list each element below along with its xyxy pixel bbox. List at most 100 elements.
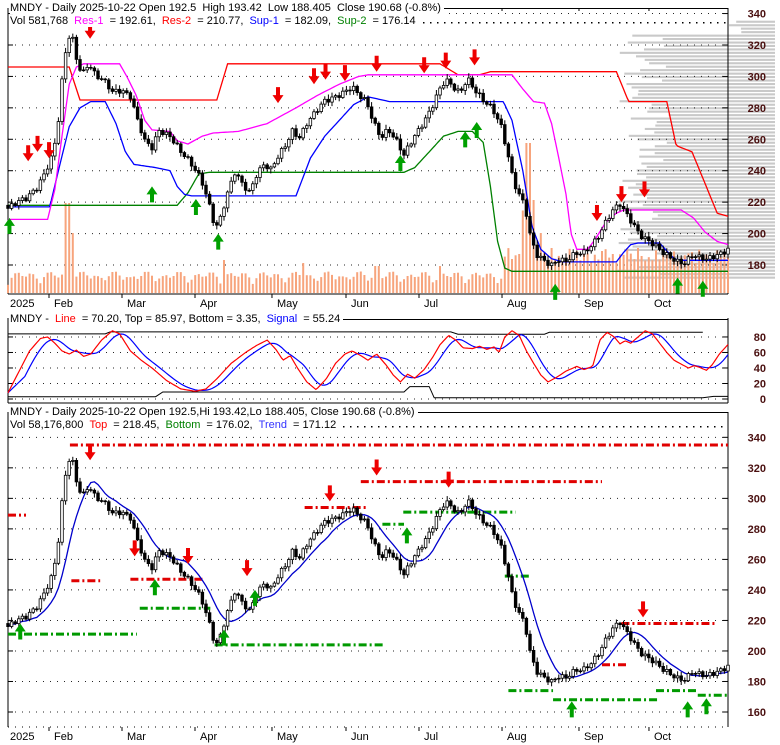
legend-segment: = 171.12 [290,419,340,431]
x-axis-month-label: Apr [200,298,217,310]
sell-signal-arrow-icon [418,57,430,74]
oscillator-panel-legend: MNDY - Line = 70.20, Top = 85.97, Bottom… [10,313,728,325]
sell-signal-arrow-icon [84,22,96,39]
sell-signal-arrow-icon [182,547,194,564]
y-axis-label: 20 [754,378,766,390]
buy-signal-arrow-icon [249,589,261,606]
buy-signal-arrow-icon [218,629,230,646]
buy-signal-arrow-icon [700,698,712,715]
x-axis-month-label: Jul [424,298,438,310]
y-axis-label: 160 [748,707,766,719]
legend-segment: Sup-1 [249,15,282,27]
y-axis-label: 200 [748,646,766,658]
buy-signal-arrow-icon [459,131,471,148]
legend-segment: Vol 581,768 [10,15,75,27]
sell-signal-arrow-icon [324,485,336,502]
x-axis-month-label: May [277,298,298,310]
y-axis-label: 300 [748,493,766,505]
legend-segment: Line [54,313,79,325]
y-axis-label: 80 [754,332,766,344]
x-axis-month-label: Oct [654,298,671,310]
volume-bars [7,143,729,294]
price-panel-title-row: MNDY - Daily 2025-10-22 Open 192.5 High … [10,2,728,14]
y-axis-label: 200 [748,229,766,241]
y-axis-label: 260 [748,134,766,146]
buy-signal-arrow-icon [149,579,161,596]
legend-segment: Top [89,419,111,431]
x-axis-month-label: Mar [127,731,146,743]
sell-signal-arrow-icon [637,601,649,618]
buy-signal-arrow-icon [471,121,483,138]
buy-signal-arrow-icon [3,217,15,234]
legend-leader [422,15,728,27]
lower-panel-legend: Vol 58,176,800 Top = 218.45, Bottom = 17… [10,419,728,431]
buy-signal-arrow-icon [14,623,26,640]
legend-segment: Res-2 [161,15,195,27]
y-axis-label: 340 [748,9,766,21]
x-axis-month-label: Jul [424,731,438,743]
buy-signal-arrow-icon [672,277,684,294]
sell-signal-arrow-icon [638,181,650,198]
buy-signal-arrow-icon [146,186,158,203]
sell-signal-arrow-icon [22,145,34,162]
buy-signal-arrow-icon [549,283,561,300]
legend-segment: = 210.77, [194,15,250,27]
buy-signal-arrow-icon [566,701,578,718]
legend-segment: Signal [266,313,301,325]
legend-segment: MNDY - [10,313,55,325]
buy-signal-arrow-icon [212,233,224,250]
legend-segment: Sup-2 [337,15,370,27]
sell-signal-arrow-icon [339,65,351,82]
y-axis-label: 60 [754,347,766,359]
legend-segment: = 70.20, Top = 85.97, Bottom = 3.35, [78,313,267,325]
legend-segment: = 182.09, [281,15,338,27]
y-axis-label: 240 [748,166,766,178]
sell-signal-arrow-icon [371,459,383,476]
x-axis-month-label: Sep [584,298,604,310]
x-axis-month-label: Jun [351,298,369,310]
lower-panel-title-row: MNDY - Daily 2025-10-22 Open 192.5,Hi 19… [10,406,728,418]
sell-signal-arrow-icon [591,204,603,221]
x-axis-month-label: 2025 [10,731,34,743]
x-axis-month-label: Aug [507,298,527,310]
x-axis-month-label: Feb [54,298,73,310]
oscillator-panel: 80 60 40 20 0 [7,318,766,406]
price-panel: 340 320 300 280 260 240 220 200 180 2025 Feb Mar Apr… [3,8,775,310]
x-axis-month-label: Aug [507,731,527,743]
sell-signal-arrow-icon [308,68,320,85]
y-axis-label: 220 [748,615,766,627]
legend-segment: = 55.24 [300,313,344,325]
x-axis-month-label: May [277,731,298,743]
x-axis-month-label: Sep [584,731,604,743]
y-axis-label: 220 [748,197,766,209]
x-axis-month-label: Jun [351,731,369,743]
sell-signal-arrow-icon [469,49,481,66]
x-axis-month-label: Oct [654,731,671,743]
trend-ma-line [7,481,729,679]
legend-segment: = 192.61, [106,15,162,27]
price-panel-top-border [443,8,728,9]
y-axis-label: 180 [748,260,766,272]
x-axis-month-label: Feb [54,731,73,743]
y-axis-label: 340 [748,432,766,444]
volume-by-price-profile [617,20,775,279]
legend-segment: = 176.02, [203,419,259,431]
x-axis-month-label: Apr [200,731,217,743]
legend-segment: Bottom [165,419,204,431]
legend-leader [343,319,728,320]
sell-signal-arrow-icon [371,55,383,72]
buy-signal-arrow-icon [697,280,709,297]
y-axis-label: 320 [748,463,766,475]
sell-signal-arrow-icon [43,142,55,159]
price-panel-title: MNDY - Daily 2025-10-22 Open 192.5 High … [10,2,444,14]
sell-signal-arrow-icon [272,87,284,104]
y-axis-label: 180 [748,676,766,688]
legend-leader [343,419,728,431]
sell-signal-arrow-icon [84,444,96,461]
sell-signal-arrow-icon [129,540,141,557]
y-axis-label: 260 [748,554,766,566]
y-axis-label: 320 [748,40,766,52]
legend-segment: = 176.14 [369,15,419,27]
